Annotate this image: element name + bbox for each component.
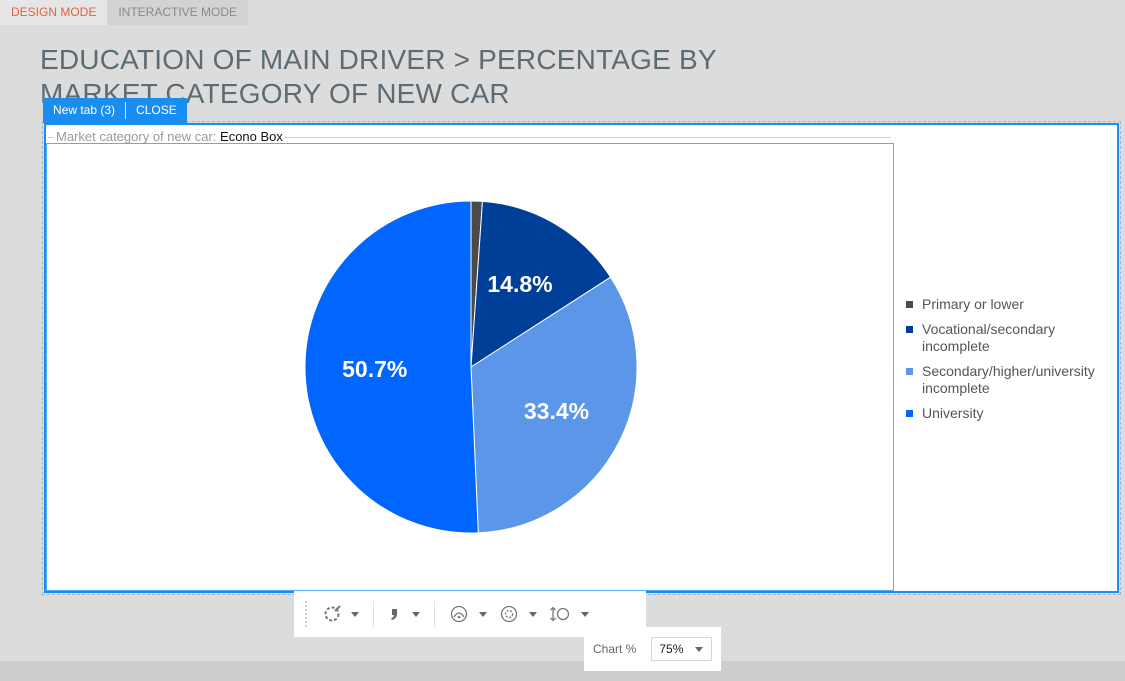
toolbar-divider (373, 601, 374, 627)
mode-tabs: DESIGN MODE INTERACTIVE MODE (0, 0, 249, 25)
pie-slice-vocational-secondary-incomplete[interactable] (470, 200, 612, 368)
close-tab-button[interactable]: CLOSE (136, 103, 177, 117)
tab-interactive-mode[interactable]: INTERACTIVE MODE (107, 0, 249, 25)
chart-legend: Primary or lower Vocational/secondary inc… (906, 296, 1116, 430)
gauge-icon (450, 605, 468, 623)
chevron-down-icon (412, 611, 420, 617)
legend-swatch (906, 326, 913, 333)
chart-percent-value: 75% (659, 642, 684, 656)
pie-chart[interactable]: 14.8% 33.4% 50.7% (47, 144, 895, 592)
legend-label: Vocational/secondary incomplete (922, 321, 1056, 354)
chevron-down-icon (529, 611, 537, 617)
legend-swatch (906, 410, 913, 417)
chart-type-icon (324, 605, 341, 622)
legend-item-primary-or-lower[interactable]: Primary or lower (906, 296, 1116, 313)
legend-item-university[interactable]: University (906, 405, 1116, 422)
chart-area[interactable]: 14.8% 33.4% 50.7% (46, 143, 894, 591)
pie-data-label: 33.4% (524, 398, 589, 424)
chart-toolbar (294, 591, 646, 637)
bottom-strip (0, 661, 1125, 681)
legend-item-secondary-higher-university-incomplete[interactable]: Secondary/higher/university incomplete (906, 363, 1116, 397)
legend-swatch (906, 368, 913, 375)
pie-slice-university[interactable] (304, 200, 479, 534)
filter-legend: Market category of new car: Econo Box (54, 129, 285, 144)
chevron-down-icon (695, 646, 704, 652)
chart-percent-select[interactable]: 75% (651, 637, 713, 661)
chart-percent-panel: Chart % 75% (584, 627, 721, 671)
tab-separator (125, 102, 127, 119)
filter-label: Market category of new car: (56, 129, 217, 144)
chart-tabbar: New tab (3) CLOSE (43, 98, 187, 123)
quote-format-icon (391, 609, 397, 620)
legend-label: Primary or lower (922, 296, 1024, 312)
toolbar-divider (434, 601, 435, 627)
height-adjust-button[interactable] (543, 599, 595, 629)
page-title: EDUCATION OF MAIN DRIVER > PERCENTAGE BY… (40, 44, 717, 109)
tab-design-mode[interactable]: DESIGN MODE (0, 0, 108, 25)
label-format-button[interactable] (382, 599, 426, 629)
legend-label: University (922, 405, 984, 421)
tab-new-tab[interactable]: New tab (3) (53, 103, 116, 117)
toolbar-grip[interactable] (305, 601, 307, 627)
filter-value[interactable]: Econo Box (220, 129, 283, 144)
pie-slice-secondary-higher-university-incomplete[interactable] (470, 276, 638, 534)
chevron-down-icon (479, 611, 487, 617)
chart-type-button[interactable] (317, 599, 365, 629)
target-button[interactable] (493, 599, 543, 629)
filter-divider (48, 137, 891, 138)
legend-item-vocational-secondary-incomplete[interactable]: Vocational/secondary incomplete (906, 321, 1116, 355)
chevron-down-icon (581, 611, 589, 617)
chart-percent-label: Chart % (593, 642, 637, 656)
gauge-button[interactable] (443, 599, 493, 629)
pie-data-label: 14.8% (487, 271, 552, 297)
height-adjust-icon (550, 606, 570, 622)
chevron-down-icon (351, 611, 359, 617)
pie-data-label: 50.7% (342, 356, 407, 382)
target-icon (500, 605, 518, 623)
legend-swatch (906, 301, 913, 308)
legend-label: Secondary/higher/university incomplete (922, 363, 1095, 396)
